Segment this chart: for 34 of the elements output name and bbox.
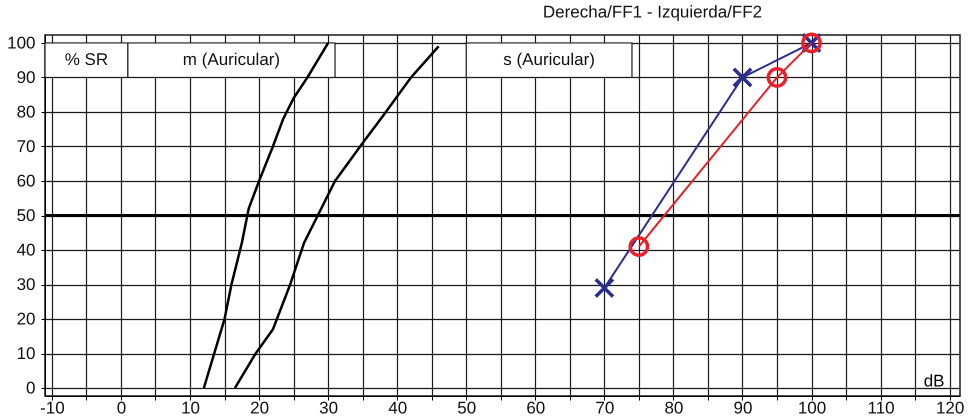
x-tick-label: 30 (319, 398, 338, 418)
x-tick-label: 100 (798, 398, 826, 418)
x-tick-label: 120 (936, 398, 964, 418)
x-tick-label: 70 (595, 398, 614, 418)
point (594, 278, 615, 298)
point (628, 236, 650, 257)
y-tick-label: 80 (16, 102, 36, 122)
y-tick-label: 60 (16, 171, 36, 190)
y-tick-label: 50 (16, 206, 36, 225)
point (766, 67, 788, 88)
x-tick-label: 90 (734, 398, 752, 418)
x-axis-title: dB (924, 372, 944, 390)
chart-title: Derecha/FF1 - Izquierda/FF2 (542, 2, 762, 22)
x-tick-label: 80 (664, 398, 684, 418)
y-tick-label: 10 (16, 344, 36, 364)
annotation: m (Auricular) (182, 50, 280, 70)
x-tick-label: 0 (116, 398, 126, 418)
y-tick-label: 0 (26, 378, 36, 398)
x-tick-label: 10 (181, 398, 200, 418)
x-tick-label: 40 (388, 398, 408, 418)
x-tick-label: 110 (868, 398, 895, 418)
x-tick-label: 20 (250, 398, 270, 418)
y-tick-label: 70 (16, 136, 36, 156)
annotation: s (Auricular) (503, 50, 595, 70)
y-tick-label: 20 (16, 310, 36, 329)
y-tick-label: 90 (16, 68, 36, 87)
y-tick-label: 40 (16, 240, 36, 260)
annotation: % SR (64, 50, 108, 70)
point (732, 67, 753, 88)
y-tick-label: 30 (16, 275, 36, 294)
x-tick-label: 60 (526, 398, 546, 418)
y-tick-label: 100 (7, 33, 36, 52)
x-tick-label: -10 (40, 398, 65, 418)
x-tick-label: 50 (457, 398, 476, 418)
